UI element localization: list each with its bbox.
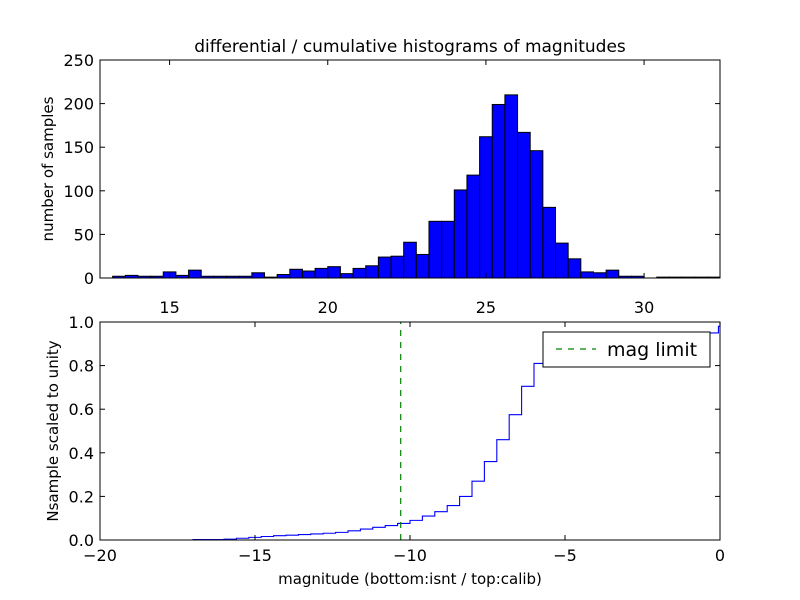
histogram-x-tick-label: 15: [159, 298, 179, 317]
histogram-bars: [112, 94, 721, 279]
histogram-bar: [352, 267, 367, 279]
histogram-bar: [453, 189, 468, 279]
cumulative-y-tick-label: 0.8: [69, 357, 94, 376]
histogram-bar: [441, 220, 455, 279]
histogram-bar: [327, 266, 341, 279]
histogram-ticks: 0 50 100 150 200 250 15 20 25 30: [63, 51, 720, 317]
histogram-bar: [504, 94, 519, 279]
cumulative-y-tick-label: 0.6: [69, 400, 94, 419]
histogram-bar: [403, 241, 417, 279]
histogram-panel: differential / cumulative histograms of …: [39, 37, 721, 317]
cumulative-panel: magnitude (bottom:isnt / top:calib) Nsam…: [44, 313, 725, 588]
histogram-y-tick-label: 100: [63, 182, 94, 201]
cumulative-x-tick-label: −10: [393, 546, 427, 565]
histogram-bar: [289, 268, 303, 279]
histogram-bar: [580, 271, 594, 279]
histogram-x-tick-label: 25: [476, 298, 496, 317]
histogram-y-tick-label: 150: [63, 138, 94, 157]
cumulative-x-tick-label: 0: [715, 546, 725, 565]
cumulative-ticks: 0.0 0.2 0.4 0.6 0.8 1.0 −20 −15 −10 −5 0: [69, 313, 726, 565]
histogram-bar: [377, 256, 392, 279]
histogram-y-tick-label: 250: [63, 51, 94, 70]
histogram-bar: [301, 270, 316, 279]
histogram-bar: [529, 150, 544, 279]
chart-title: differential / cumulative histograms of …: [194, 37, 626, 57]
histogram-bar: [491, 103, 506, 279]
histogram-y-axis-label: number of samples: [39, 96, 57, 241]
histogram-bar: [415, 253, 430, 279]
histogram-bar: [605, 269, 620, 279]
histogram-bar: [592, 272, 607, 279]
histogram-bar: [479, 136, 493, 279]
histogram-bar: [542, 206, 557, 279]
histogram-bar: [428, 220, 443, 279]
legend-label-mag-limit: mag limit: [607, 339, 697, 361]
histogram-bar: [276, 274, 291, 279]
cumulative-step-line: [100, 322, 721, 541]
histogram-bar: [517, 131, 531, 279]
cumulative-lines: [100, 322, 721, 541]
histogram-bar: [251, 272, 265, 279]
histogram-bar: [314, 267, 329, 279]
histogram-y-tick-label: 0: [84, 269, 94, 288]
histogram-bar: [466, 174, 481, 279]
histogram-bar: [567, 258, 582, 279]
histogram-bar: [390, 255, 405, 279]
cumulative-y-tick-label: 0.4: [69, 444, 94, 463]
cumulative-y-tick-label: 0.0: [69, 531, 94, 550]
legend: mag limit: [542, 331, 711, 368]
cumulative-y-tick-label: 1.0: [69, 313, 94, 332]
cumulative-x-tick-label: −5: [553, 546, 577, 565]
histogram-bar: [188, 269, 202, 279]
histogram-x-tick-label: 20: [318, 298, 338, 317]
cumulative-y-tick-label: 0.2: [69, 487, 94, 506]
histogram-y-tick-label: 50: [74, 225, 94, 244]
cumulative-y-axis-label: Nsample scaled to unity: [44, 340, 62, 521]
cumulative-x-tick-label: −20: [83, 546, 117, 565]
histogram-y-tick-label: 200: [63, 95, 94, 114]
legend-frame: [542, 331, 711, 368]
histogram-bar: [365, 265, 379, 279]
histogram-bar: [555, 242, 569, 279]
cumulative-x-tick-label: −15: [238, 546, 272, 565]
histogram-bar: [339, 273, 354, 279]
histogram-x-tick-label: 30: [634, 298, 654, 317]
histogram-plot-area: [99, 59, 721, 279]
cumulative-x-axis-label: magnitude (bottom:isnt / top:calib): [278, 570, 542, 588]
